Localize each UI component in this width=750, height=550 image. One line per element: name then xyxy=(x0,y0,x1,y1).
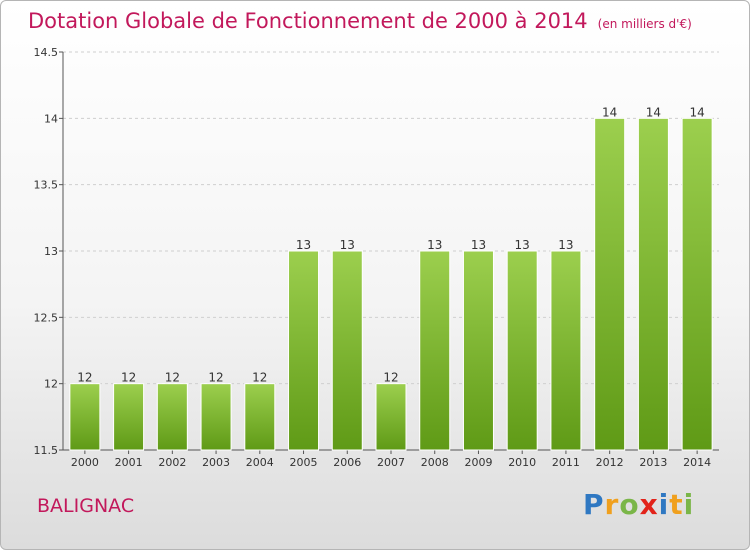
chart-title-text: Dotation Globale de Fonctionnement de 20… xyxy=(28,9,588,33)
bar xyxy=(331,250,363,451)
data-label: 12 xyxy=(208,371,223,385)
x-tick-label: 2007 xyxy=(377,456,405,469)
data-label: 14 xyxy=(689,105,704,119)
data-label: 12 xyxy=(383,371,398,385)
logo-letter: t xyxy=(669,488,684,521)
bar xyxy=(288,250,320,451)
x-tick-label: 2008 xyxy=(421,456,449,469)
bar xyxy=(637,117,669,451)
x-tick-label: 2003 xyxy=(202,456,230,469)
bar xyxy=(681,117,713,451)
y-tick-label: 14 xyxy=(44,112,58,125)
data-label: 13 xyxy=(558,238,573,252)
bar xyxy=(69,383,101,451)
logo-letter: r xyxy=(604,488,620,521)
bar xyxy=(156,383,188,451)
data-label: 13 xyxy=(515,238,530,252)
bar xyxy=(244,383,276,451)
chart-title: Dotation Globale de Fonctionnement de 20… xyxy=(28,9,692,33)
data-label: 13 xyxy=(340,238,355,252)
bar xyxy=(506,250,538,451)
x-tick-label: 2001 xyxy=(115,456,143,469)
bar xyxy=(200,383,232,451)
x-tick-label: 2010 xyxy=(508,456,536,469)
x-tick-label: 2011 xyxy=(552,456,580,469)
data-label: 14 xyxy=(602,105,617,119)
logo-letter: x xyxy=(639,488,659,521)
data-label: 12 xyxy=(165,371,180,385)
data-label: 14 xyxy=(646,105,661,119)
logo-letter: i xyxy=(683,488,695,521)
data-label: 13 xyxy=(296,238,311,252)
logo-letter: P xyxy=(583,488,605,521)
y-tick-label: 14.5 xyxy=(34,46,59,59)
data-label: 12 xyxy=(252,371,267,385)
proxiti-logo: Proxiti xyxy=(583,488,694,521)
x-tick-label: 2009 xyxy=(464,456,492,469)
x-tick-label: 2002 xyxy=(158,456,186,469)
x-tick-label: 2014 xyxy=(683,456,711,469)
commune-name: BALIGNAC xyxy=(37,495,135,517)
data-label: 13 xyxy=(427,238,442,252)
y-tick-label: 11.5 xyxy=(34,444,59,457)
bar xyxy=(594,117,626,451)
x-tick-label: 2004 xyxy=(246,456,274,469)
y-tick-label: 13 xyxy=(44,245,58,258)
bar xyxy=(375,383,407,451)
y-tick-label: 12 xyxy=(44,378,58,391)
logo-letter: o xyxy=(619,488,640,521)
bar xyxy=(419,250,451,451)
label-layer: 12 12 12 12 12 13 13 12 13 13 13 13 14 14 14 xyxy=(77,105,705,384)
logo-letter: i xyxy=(658,488,670,521)
data-label: 12 xyxy=(77,371,92,385)
bar xyxy=(550,250,582,451)
x-tick-label: 2000 xyxy=(71,456,99,469)
bar-layer xyxy=(69,117,713,451)
chart-unit: (en milliers d'€) xyxy=(597,17,692,31)
x-tick-label: 2012 xyxy=(596,456,624,469)
bar xyxy=(113,383,145,451)
bar xyxy=(462,250,494,451)
x-tick-label: 2013 xyxy=(639,456,667,469)
x-tick-label: 2006 xyxy=(333,456,361,469)
data-label: 13 xyxy=(471,238,486,252)
y-tick-label: 13.5 xyxy=(34,179,59,192)
y-tick-label: 12.5 xyxy=(34,311,59,324)
x-tick-label: 2005 xyxy=(290,456,318,469)
data-label: 12 xyxy=(121,371,136,385)
